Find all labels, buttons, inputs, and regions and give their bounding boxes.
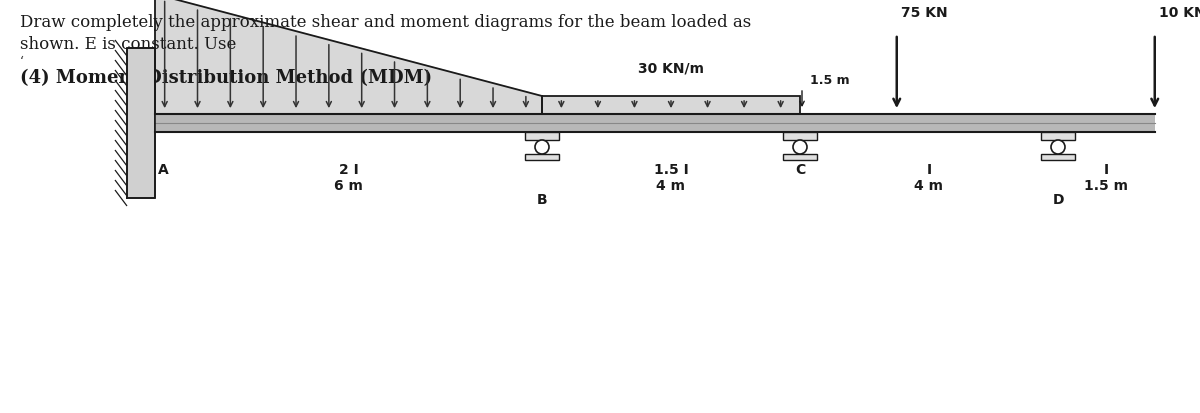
Bar: [526, 154, 559, 161]
Text: D: D: [1052, 192, 1063, 206]
Bar: [1042, 133, 1075, 141]
Text: 4 m: 4 m: [914, 178, 943, 192]
Text: 6 m: 6 m: [334, 178, 362, 192]
Text: 1.5 m: 1.5 m: [1085, 178, 1128, 192]
Text: A: A: [158, 163, 169, 177]
Circle shape: [1051, 141, 1066, 154]
Text: 75 KN: 75 KN: [901, 6, 947, 20]
Bar: [127, 49, 155, 199]
Text: 10 KN: 10 KN: [1159, 6, 1200, 20]
Circle shape: [535, 141, 550, 154]
Text: I: I: [1104, 163, 1109, 177]
Text: 2 I: 2 I: [338, 163, 359, 177]
Text: (4) Moment Distribution Method (MDM): (4) Moment Distribution Method (MDM): [20, 69, 432, 87]
Bar: [784, 133, 817, 141]
Text: 30 KN/m: 30 KN/m: [638, 61, 704, 75]
Bar: [1042, 154, 1075, 161]
Bar: [526, 133, 559, 141]
Text: shown. E is constant. Use: shown. E is constant. Use: [20, 36, 236, 53]
Text: 1.5 I: 1.5 I: [654, 163, 689, 177]
Text: ‘: ‘: [20, 56, 24, 69]
Text: C: C: [794, 163, 805, 177]
Bar: [155, 115, 1154, 133]
Text: B: B: [536, 192, 547, 206]
Text: 1.5 m: 1.5 m: [810, 74, 850, 87]
Text: Draw completely the approximate shear and moment diagrams for the beam loaded as: Draw completely the approximate shear an…: [20, 14, 751, 31]
Text: I: I: [926, 163, 931, 177]
Polygon shape: [155, 0, 542, 115]
Circle shape: [793, 141, 808, 154]
Bar: [542, 97, 800, 115]
Bar: [784, 154, 817, 161]
Text: 4 m: 4 m: [656, 178, 685, 192]
